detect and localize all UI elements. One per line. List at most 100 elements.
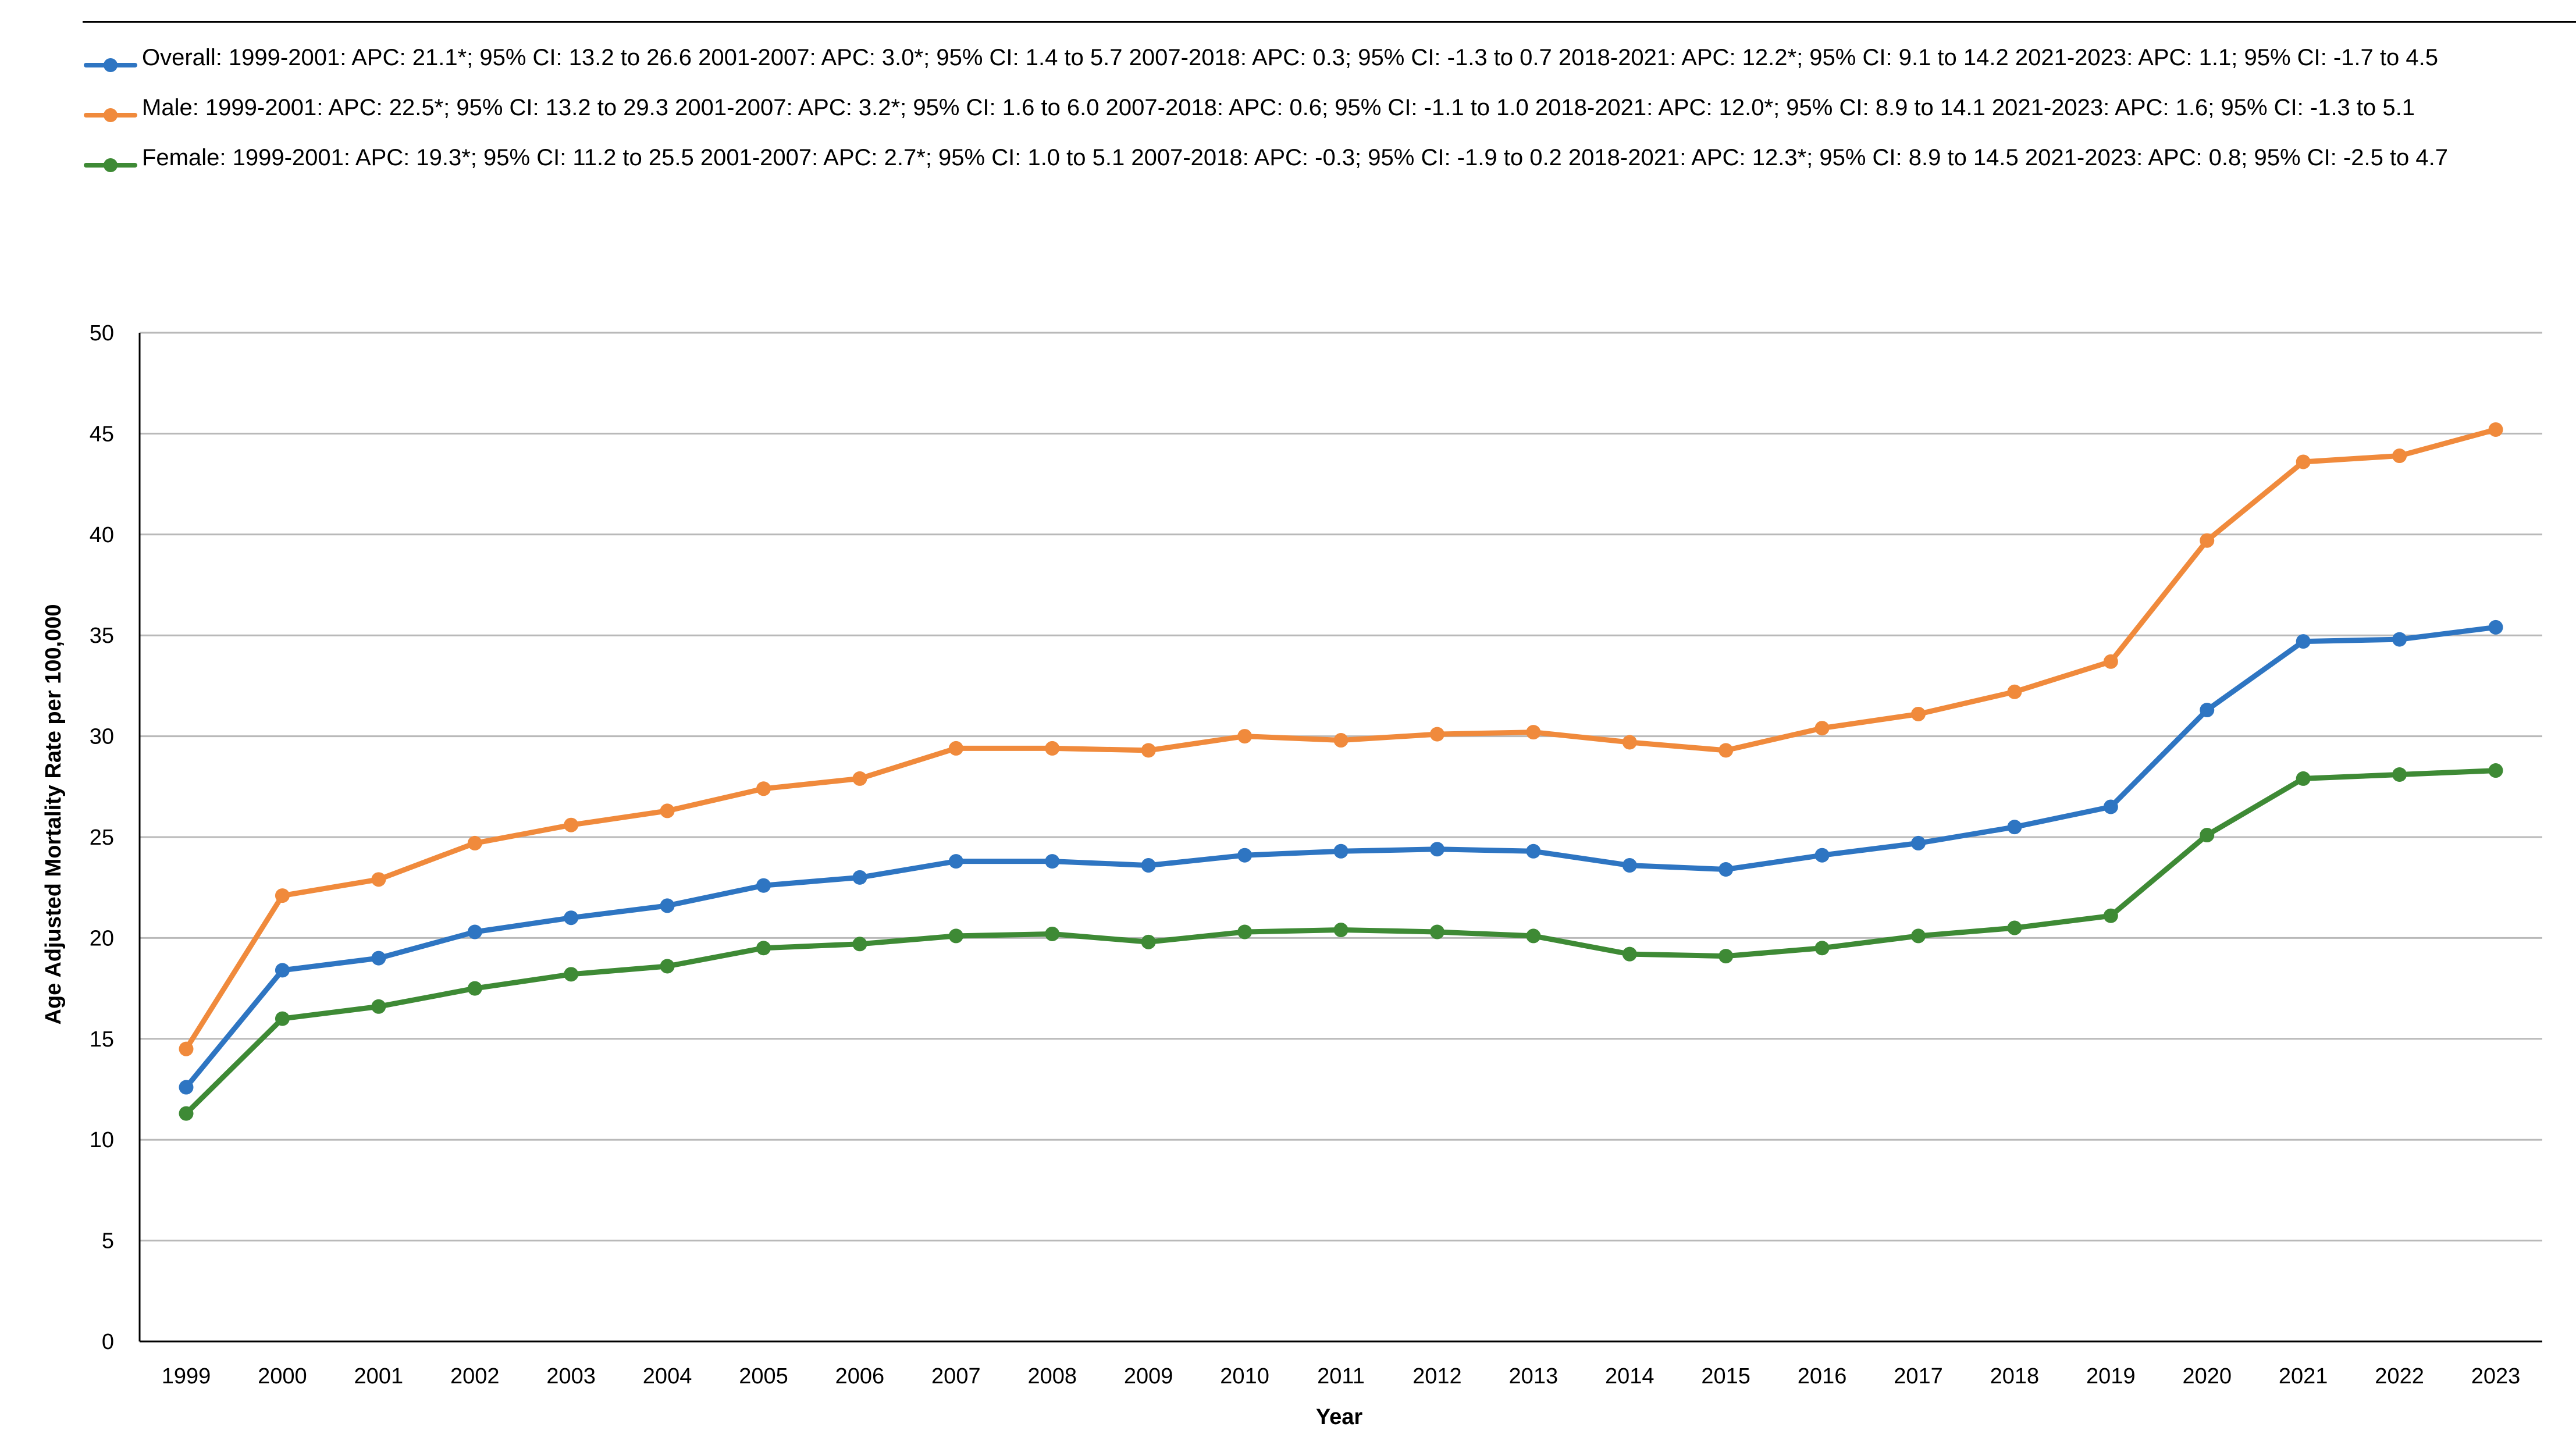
- data-point-female: [1718, 949, 1734, 964]
- data-point-overall: [1429, 842, 1444, 857]
- data-point-overall: [948, 854, 963, 869]
- data-point-overall: [179, 1080, 194, 1095]
- x-tick-label: 2011: [1317, 1364, 1365, 1389]
- x-tick-label: 2017: [1894, 1364, 1943, 1389]
- data-point-male: [2200, 533, 2215, 548]
- data-point-overall: [371, 951, 386, 966]
- data-point-female: [948, 928, 963, 944]
- axes: [138, 333, 2542, 1343]
- series-line-female: [183, 768, 2499, 1116]
- data-point-overall: [2488, 620, 2503, 635]
- data-point-male: [1622, 735, 1637, 750]
- y-tick-label: 20: [90, 926, 114, 951]
- series-layer: [179, 422, 2503, 1121]
- data-point-female: [467, 981, 482, 996]
- data-point-male: [1045, 741, 1060, 756]
- y-tick-labels: 0 5 10 15 20 25 30 35 40 45 50: [90, 321, 114, 1354]
- data-point-overall: [852, 870, 867, 885]
- data-point-female: [660, 959, 675, 974]
- x-tick-label: 2018: [1990, 1364, 2040, 1389]
- data-point-female: [564, 967, 579, 982]
- data-point-overall: [2007, 820, 2022, 835]
- data-point-female: [1526, 928, 1541, 944]
- data-point-overall: [756, 878, 771, 893]
- data-point-overall: [1526, 843, 1541, 859]
- x-tick-label: 2009: [1124, 1364, 1173, 1389]
- data-point-female: [2488, 763, 2503, 778]
- x-tick-label: 1999: [162, 1364, 211, 1389]
- data-point-male: [564, 817, 579, 832]
- legend-label-male: Male: 1999-2001: APC: 22.5*; 95% CI: 13.…: [142, 95, 2415, 120]
- x-tick-label: 2014: [1605, 1364, 1655, 1389]
- legend-swatch-marker: [104, 158, 118, 172]
- data-point-overall: [1141, 858, 1156, 873]
- data-point-male: [1141, 743, 1156, 758]
- data-point-male: [1429, 727, 1444, 742]
- y-tick-label: 40: [90, 523, 114, 547]
- data-point-male: [1718, 743, 1734, 758]
- legend-swatch-marker: [104, 58, 118, 72]
- x-tick-label: 2008: [1027, 1364, 1077, 1389]
- data-point-male: [2007, 684, 2022, 699]
- x-tick-label: 2004: [643, 1364, 692, 1389]
- gridlines: [140, 332, 2542, 1242]
- legend-label-female: Female: 1999-2001: APC: 19.3*; 95% CI: 1…: [142, 145, 2449, 170]
- series-overall: [179, 620, 2503, 1095]
- x-tick-label: 2012: [1412, 1364, 1462, 1389]
- data-point-female: [1911, 928, 1926, 944]
- legend-label-overall: Overall: 1999-2001: APC: 21.1*; 95% CI: …: [142, 45, 2438, 70]
- y-tick-label: 5: [102, 1229, 114, 1254]
- data-point-female: [1622, 946, 1637, 962]
- data-point-female: [1141, 934, 1156, 949]
- data-point-male: [2488, 422, 2503, 437]
- data-point-female: [179, 1106, 194, 1121]
- data-point-female: [2200, 828, 2215, 843]
- y-tick-label: 30: [90, 725, 114, 749]
- data-point-male: [371, 872, 386, 887]
- data-point-male: [660, 803, 675, 818]
- x-tick-label: 2002: [450, 1364, 500, 1389]
- legend-entry-female[interactable]: Female: 1999-2001: APC: 19.3*; 95% CI: 1…: [83, 141, 2514, 176]
- data-point-overall: [1814, 848, 1830, 863]
- data-point-overall: [467, 924, 482, 939]
- data-point-overall: [1718, 862, 1734, 877]
- data-point-male: [1814, 721, 1830, 736]
- data-point-female: [852, 937, 867, 952]
- x-tick-label: 2001: [354, 1364, 404, 1389]
- data-point-female: [1045, 926, 1060, 941]
- data-point-overall: [2103, 799, 2118, 814]
- data-point-male: [852, 771, 867, 786]
- data-point-female: [756, 941, 771, 956]
- legend-swatch-male: [83, 91, 138, 126]
- x-tick-label: 2019: [2086, 1364, 2136, 1389]
- legend-swatch-female: [83, 141, 138, 176]
- x-tick-label: 2013: [1509, 1364, 1559, 1389]
- series-female: [179, 763, 2503, 1121]
- x-tick-label: 2010: [1220, 1364, 1269, 1389]
- legend-entry-male[interactable]: Male: 1999-2001: APC: 22.5*; 95% CI: 13.…: [83, 91, 2514, 126]
- data-point-overall: [660, 898, 675, 913]
- data-point-male: [179, 1041, 194, 1056]
- data-point-overall: [564, 910, 579, 926]
- x-tick-label: 2021: [2279, 1364, 2328, 1389]
- y-tick-label: 10: [90, 1128, 114, 1152]
- data-point-overall: [1333, 843, 1349, 859]
- x-tick-label: 2022: [2375, 1364, 2424, 1389]
- x-tick-label: 2007: [931, 1364, 981, 1389]
- y-tick-label: 45: [90, 422, 114, 446]
- series-male: [179, 422, 2503, 1056]
- data-point-male: [2103, 654, 2118, 669]
- legend: Overall: 1999-2001: APC: 21.1*; 95% CI: …: [83, 41, 2514, 191]
- data-point-female: [371, 999, 386, 1014]
- data-point-male: [1237, 729, 1253, 744]
- data-point-female: [1333, 923, 1349, 938]
- x-tick-label: 2016: [1798, 1364, 1847, 1389]
- x-tick-label: 2000: [258, 1364, 307, 1389]
- x-tick-labels: 1999 2000 2001 2002 2003 2004 2005 2006 2007 2008…: [162, 1364, 2521, 1389]
- data-point-male: [1333, 733, 1349, 748]
- legend-entry-overall[interactable]: Overall: 1999-2001: APC: 21.1*; 95% CI: …: [83, 41, 2514, 76]
- y-tick-label: 0: [102, 1330, 114, 1354]
- x-tick-label: 2020: [2182, 1364, 2232, 1389]
- data-point-overall: [1045, 854, 1060, 869]
